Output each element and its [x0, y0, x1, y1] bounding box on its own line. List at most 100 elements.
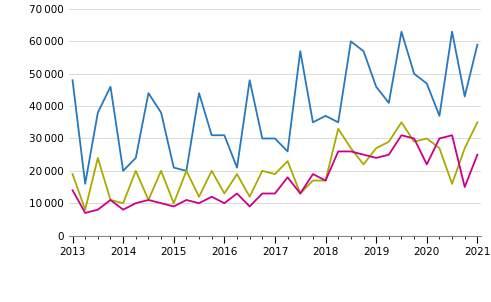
Hard-to-fill vacancies [259, 192, 265, 195]
Hard-to-fill vacancies [120, 208, 126, 211]
Job vacancies [196, 92, 202, 95]
Hard-to-fill vacancies [171, 205, 177, 208]
Unoccupied job vacancies [95, 156, 101, 160]
Hard-to-fill vacancies [272, 192, 278, 195]
Job vacancies [360, 49, 366, 53]
Hard-to-fill vacancies [196, 201, 202, 205]
Line: Job vacancies: Job vacancies [73, 32, 477, 184]
Unoccupied job vacancies [360, 162, 366, 166]
Job vacancies [184, 169, 190, 173]
Hard-to-fill vacancies [373, 156, 379, 160]
Unoccupied job vacancies [436, 146, 442, 150]
Unoccupied job vacancies [234, 172, 240, 176]
Hard-to-fill vacancies [310, 172, 316, 176]
Hard-to-fill vacancies [436, 137, 442, 140]
Hard-to-fill vacancies [474, 153, 480, 156]
Hard-to-fill vacancies [95, 208, 101, 211]
Job vacancies [272, 137, 278, 140]
Unoccupied job vacancies [335, 127, 341, 130]
Job vacancies [298, 49, 303, 53]
Job vacancies [424, 82, 430, 85]
Hard-to-fill vacancies [411, 137, 417, 140]
Unoccupied job vacancies [411, 140, 417, 143]
Unoccupied job vacancies [373, 146, 379, 150]
Unoccupied job vacancies [145, 198, 151, 202]
Unoccupied job vacancies [133, 169, 139, 173]
Unoccupied job vacancies [196, 195, 202, 198]
Hard-to-fill vacancies [246, 205, 252, 208]
Hard-to-fill vacancies [133, 201, 139, 205]
Job vacancies [474, 43, 480, 47]
Job vacancies [373, 85, 379, 88]
Job vacancies [209, 133, 215, 137]
Job vacancies [462, 95, 468, 98]
Job vacancies [399, 30, 405, 34]
Unoccupied job vacancies [323, 179, 328, 182]
Unoccupied job vacancies [298, 192, 303, 195]
Hard-to-fill vacancies [145, 198, 151, 202]
Job vacancies [158, 111, 164, 114]
Unoccupied job vacancies [246, 195, 252, 198]
Job vacancies [95, 111, 101, 114]
Unoccupied job vacancies [449, 182, 455, 186]
Unoccupied job vacancies [171, 201, 177, 205]
Job vacancies [221, 133, 227, 137]
Unoccupied job vacancies [70, 172, 76, 176]
Job vacancies [436, 114, 442, 118]
Hard-to-fill vacancies [424, 162, 430, 166]
Hard-to-fill vacancies [184, 198, 190, 202]
Job vacancies [259, 137, 265, 140]
Job vacancies [411, 72, 417, 76]
Unoccupied job vacancies [108, 198, 113, 202]
Hard-to-fill vacancies [399, 133, 405, 137]
Unoccupied job vacancies [399, 120, 405, 124]
Job vacancies [348, 40, 354, 43]
Unoccupied job vacancies [386, 140, 392, 143]
Hard-to-fill vacancies [323, 179, 328, 182]
Hard-to-fill vacancies [335, 149, 341, 153]
Job vacancies [449, 30, 455, 34]
Hard-to-fill vacancies [70, 188, 76, 192]
Hard-to-fill vacancies [221, 201, 227, 205]
Hard-to-fill vacancies [108, 198, 113, 202]
Unoccupied job vacancies [474, 120, 480, 124]
Hard-to-fill vacancies [348, 149, 354, 153]
Job vacancies [386, 101, 392, 105]
Job vacancies [310, 120, 316, 124]
Unoccupied job vacancies [310, 179, 316, 182]
Job vacancies [120, 169, 126, 173]
Unoccupied job vacancies [221, 192, 227, 195]
Unoccupied job vacancies [285, 159, 291, 163]
Hard-to-fill vacancies [386, 153, 392, 156]
Unoccupied job vacancies [158, 169, 164, 173]
Unoccupied job vacancies [272, 172, 278, 176]
Hard-to-fill vacancies [158, 201, 164, 205]
Hard-to-fill vacancies [234, 192, 240, 195]
Line: Hard-to-fill vacancies: Hard-to-fill vacancies [73, 135, 477, 213]
Unoccupied job vacancies [82, 208, 88, 211]
Job vacancies [246, 79, 252, 82]
Hard-to-fill vacancies [209, 195, 215, 198]
Unoccupied job vacancies [348, 146, 354, 150]
Hard-to-fill vacancies [449, 133, 455, 137]
Unoccupied job vacancies [209, 169, 215, 173]
Hard-to-fill vacancies [285, 175, 291, 179]
Job vacancies [133, 156, 139, 160]
Hard-to-fill vacancies [462, 185, 468, 189]
Unoccupied job vacancies [462, 146, 468, 150]
Job vacancies [323, 114, 328, 118]
Unoccupied job vacancies [120, 201, 126, 205]
Job vacancies [82, 182, 88, 186]
Job vacancies [108, 85, 113, 88]
Job vacancies [335, 120, 341, 124]
Line: Unoccupied job vacancies: Unoccupied job vacancies [73, 122, 477, 210]
Job vacancies [234, 166, 240, 169]
Unoccupied job vacancies [424, 137, 430, 140]
Unoccupied job vacancies [259, 169, 265, 173]
Hard-to-fill vacancies [82, 211, 88, 215]
Hard-to-fill vacancies [298, 192, 303, 195]
Job vacancies [171, 166, 177, 169]
Job vacancies [145, 92, 151, 95]
Job vacancies [70, 79, 76, 82]
Unoccupied job vacancies [184, 169, 190, 173]
